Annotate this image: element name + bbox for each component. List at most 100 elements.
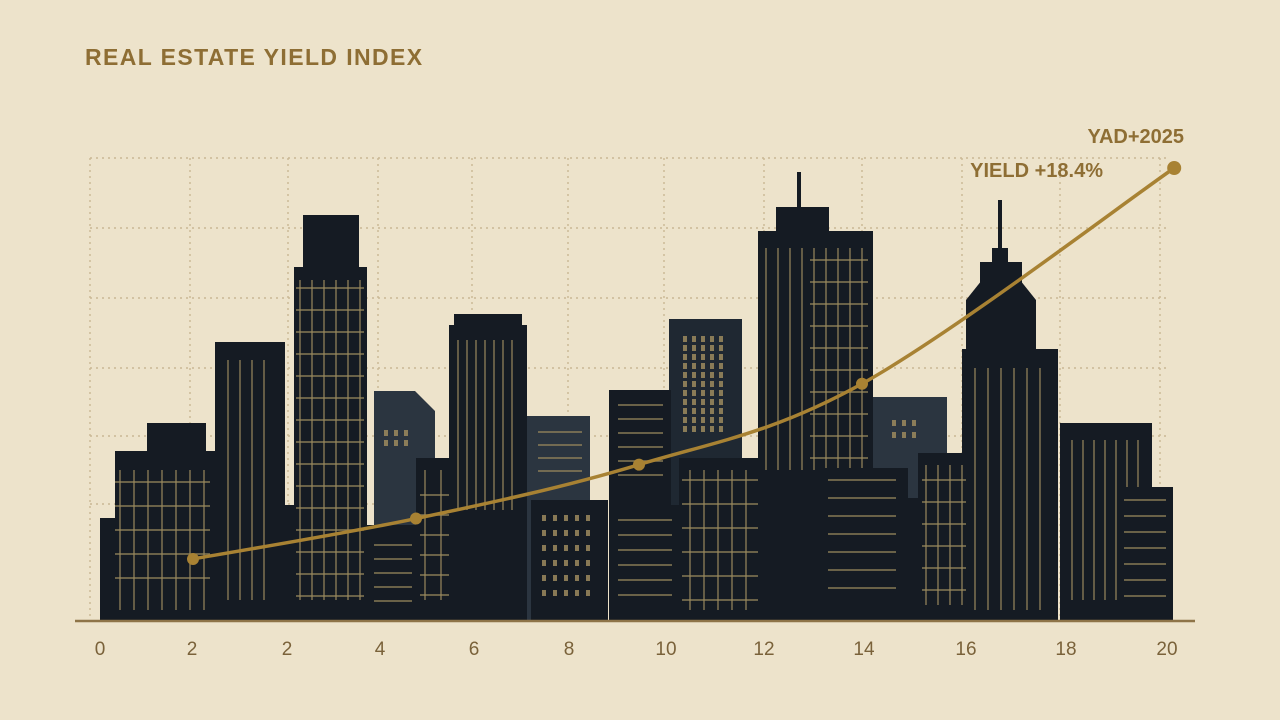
window <box>719 390 723 396</box>
window <box>553 515 557 521</box>
window <box>710 336 714 342</box>
window <box>404 430 408 436</box>
window <box>719 354 723 360</box>
window <box>719 363 723 369</box>
window <box>701 336 705 342</box>
window <box>586 545 590 551</box>
building <box>992 248 1008 264</box>
window <box>710 408 714 414</box>
window <box>692 399 696 405</box>
yield-point <box>633 458 645 471</box>
x-tick-label: 12 <box>753 639 774 660</box>
window <box>692 417 696 423</box>
window <box>683 381 687 387</box>
window <box>564 530 568 536</box>
chart-title: REAL ESTATE YIELD INDEX <box>85 44 424 70</box>
window <box>710 390 714 396</box>
window <box>394 440 398 446</box>
window <box>710 426 714 432</box>
window <box>710 399 714 405</box>
window <box>553 575 557 581</box>
window <box>710 363 714 369</box>
building <box>962 349 1058 620</box>
building <box>449 325 527 620</box>
window <box>683 363 687 369</box>
building <box>797 172 801 212</box>
window <box>683 372 687 378</box>
window <box>404 440 408 446</box>
building <box>966 280 1036 350</box>
building <box>610 505 680 620</box>
window <box>692 363 696 369</box>
window <box>542 575 546 581</box>
yield-series-points <box>187 161 1182 565</box>
building <box>215 342 285 620</box>
window <box>575 560 579 566</box>
x-tick-label: 20 <box>1156 639 1177 660</box>
window <box>710 354 714 360</box>
window <box>912 432 916 438</box>
x-tick-label: 4 <box>375 639 386 660</box>
window <box>692 408 696 414</box>
window <box>575 575 579 581</box>
building <box>998 200 1002 250</box>
window <box>683 390 687 396</box>
window <box>701 372 705 378</box>
x-tick-label: 0 <box>95 639 106 660</box>
window <box>701 363 705 369</box>
window <box>384 440 388 446</box>
x-axis-ticks: 0 2 2 4 6 8 10 12 14 16 18 20 <box>95 639 1178 660</box>
window <box>564 515 568 521</box>
window <box>710 417 714 423</box>
building <box>1118 487 1173 620</box>
window <box>701 417 705 423</box>
window <box>701 408 705 414</box>
window <box>701 354 705 360</box>
window <box>683 354 687 360</box>
window <box>542 530 546 536</box>
window <box>586 590 590 596</box>
x-tick-label: 16 <box>955 639 976 660</box>
window <box>692 336 696 342</box>
building <box>818 468 908 620</box>
window <box>384 430 388 436</box>
yield-series-line <box>191 166 1176 561</box>
window <box>692 345 696 351</box>
annotation-yield: YIELD +18.4% <box>970 160 1103 182</box>
window <box>542 515 546 521</box>
window <box>719 417 723 423</box>
window <box>719 345 723 351</box>
window <box>564 545 568 551</box>
window <box>564 575 568 581</box>
window <box>683 408 687 414</box>
window <box>892 420 896 426</box>
window <box>701 399 705 405</box>
window <box>542 560 546 566</box>
window <box>902 420 906 426</box>
yield-point <box>856 377 868 390</box>
window <box>575 530 579 536</box>
window <box>902 432 906 438</box>
annotation-year: YAD+2025 <box>1087 126 1184 148</box>
window <box>586 515 590 521</box>
window <box>719 372 723 378</box>
window <box>719 381 723 387</box>
window <box>701 381 705 387</box>
x-tick-label: 2 <box>187 639 198 660</box>
window <box>564 590 568 596</box>
window <box>892 432 896 438</box>
window <box>683 336 687 342</box>
window <box>683 399 687 405</box>
window <box>553 560 557 566</box>
window <box>912 420 916 426</box>
x-tick-label: 2 <box>282 639 293 660</box>
building <box>772 478 822 620</box>
window <box>575 515 579 521</box>
window <box>710 345 714 351</box>
window <box>553 590 557 596</box>
window <box>692 426 696 432</box>
window <box>683 417 687 423</box>
window <box>719 399 723 405</box>
